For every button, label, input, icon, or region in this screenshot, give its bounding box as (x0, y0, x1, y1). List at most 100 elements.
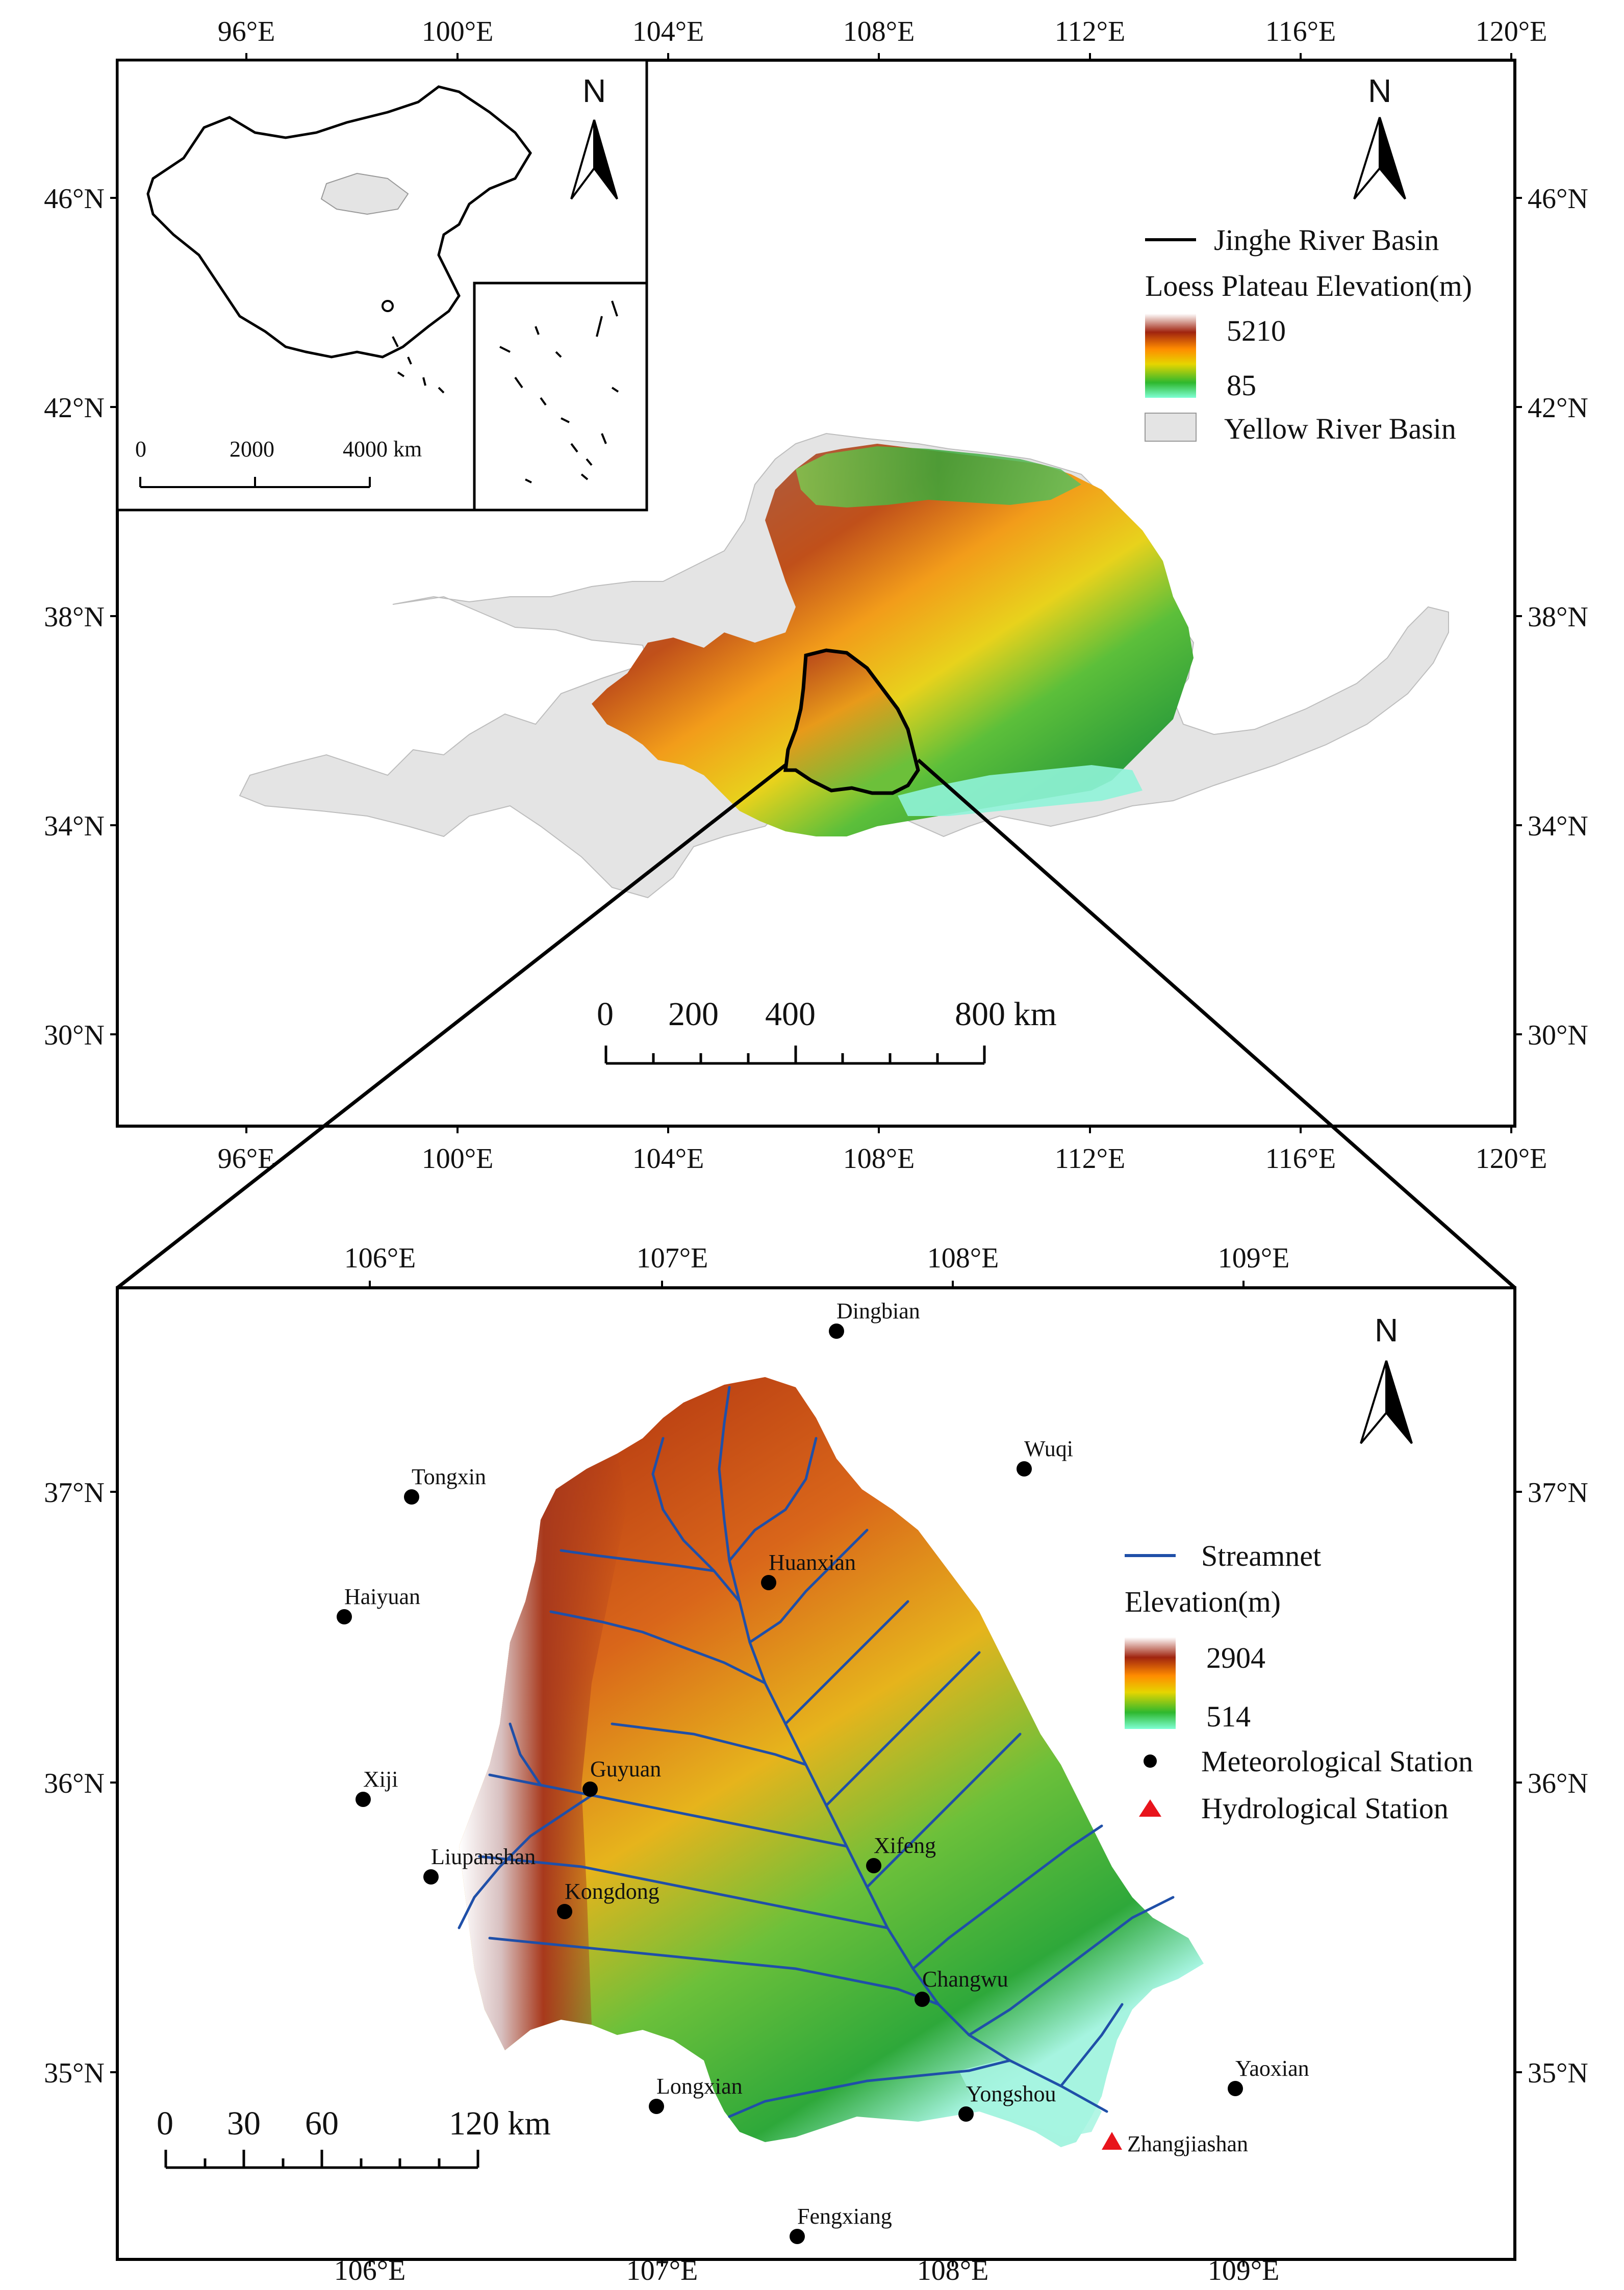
bottom-lon-107-bottom: 107°E (626, 2255, 698, 2286)
china-inset-map: 0 2000 4000 km N (116, 59, 648, 512)
station-marker (337, 1609, 352, 1624)
top-lon-116-bottom: 116°E (1265, 1143, 1336, 1175)
top-legend: Jinghe River Basin Loess Plateau Elevati… (1145, 223, 1472, 445)
legend-elevation-ramp-bottom (1125, 1637, 1176, 1729)
station-label: Liupanshan (431, 1844, 536, 1869)
top-scale-400: 400 (765, 996, 816, 1033)
legend-met-station-marker (1144, 1754, 1157, 1768)
top-map: 0 2000 4000 km N N Jinghe River Basin Lo… (44, 16, 1588, 1175)
top-lat-30-right: 30°N (1528, 1020, 1588, 1051)
top-lon-108-top: 108°E (843, 16, 915, 47)
top-lat-46-left: 46°N (44, 183, 105, 215)
top-lon-116-top: 116°E (1265, 16, 1336, 47)
top-lon-96-bottom: 96°E (218, 1143, 275, 1175)
top-lon-108-bottom: 108°E (843, 1143, 915, 1175)
station-marker (915, 1992, 930, 2007)
legend-elevation-ramp (1145, 314, 1196, 398)
top-scale-0: 0 (597, 996, 614, 1033)
top-lat-38-right: 38°N (1528, 601, 1588, 633)
bottom-lon-106-bottom: 106°E (334, 2255, 406, 2286)
bottom-scale-120: 120 km (449, 2105, 551, 2142)
legend-met-station: Meteorological Station (1201, 1745, 1473, 1778)
top-lon-100-bottom: 100°E (422, 1143, 494, 1175)
top-lon-120-top: 120°E (1476, 16, 1547, 47)
north-arrow-icon (1353, 117, 1406, 200)
top-lon-112-bottom: 112°E (1055, 1143, 1126, 1175)
bottom-lat-35-right: 35°N (1528, 2057, 1588, 2089)
bottom-map: Dingbian Wuqi Tongxin Huanxian Haiyuan X… (44, 1242, 1588, 2286)
inset-scale-2000: 2000 (230, 437, 274, 462)
top-scale-bar (604, 1046, 986, 1065)
yellow-river-basin-inset (320, 172, 409, 215)
station-marker (404, 1489, 419, 1505)
stream-network (458, 1386, 1175, 2118)
bottom-lon-108-bottom: 108°E (917, 2255, 989, 2286)
zoom-connector-lines (116, 758, 1516, 1289)
legend-yellow-river-swatch (1145, 413, 1197, 442)
jinghe-basin-lowlands (959, 2060, 1102, 2137)
inset-north-arrow-icon (570, 119, 618, 200)
station-label: Haiyuan (344, 1584, 420, 1609)
station-marker (958, 2106, 974, 2122)
top-lat-42-right: 42°N (1528, 392, 1588, 424)
hydro-station-marker (1102, 2132, 1122, 2150)
station-label: Wuqi (1024, 1436, 1073, 1461)
legend-yellow-river: Yellow River Basin (1224, 412, 1456, 445)
station-marker (1228, 2081, 1243, 2096)
top-scale-800: 800 km (955, 996, 1057, 1033)
station-label: Yaoxian (1235, 2056, 1309, 2081)
top-lat-38-left: 38°N (44, 601, 105, 633)
station-marker (649, 2099, 664, 2114)
station-marker (557, 1904, 572, 1919)
legend-elev-high: 5210 (1227, 314, 1286, 347)
bottom-scale-30: 30 (227, 2105, 261, 2142)
legend-streamnet: Streamnet (1201, 1539, 1321, 1572)
station-marker (866, 1858, 881, 1873)
bottom-lon-109-bottom: 109°E (1208, 2255, 1280, 2286)
station-label: Kongdong (565, 1879, 659, 1904)
station-marker (790, 2229, 805, 2244)
bottom-scale-0: 0 (157, 2105, 173, 2142)
inset-north-label: N (582, 72, 606, 109)
bottom-lat-37-right: 37°N (1528, 1477, 1588, 1509)
inset-scale-4000: 4000 km (343, 437, 422, 462)
bottom-scale-60: 60 (305, 2105, 339, 2142)
bottom-lon-106-top: 106°E (344, 1242, 416, 1274)
station-label: Guyuan (590, 1757, 661, 1782)
bottom-north-arrow-icon (1360, 1360, 1413, 1444)
plateau-southeast-plains (898, 765, 1143, 816)
station-label: Dingbian (836, 1299, 920, 1324)
legend-elevation-title: Loess Plateau Elevation(m) (1145, 269, 1472, 302)
bottom-scale-bar (164, 2150, 479, 2169)
inset-scale-0: 0 (135, 437, 146, 462)
loess-plateau-elevation (592, 444, 1194, 836)
bottom-north-label: N (1375, 1312, 1398, 1348)
bottom-lon-109-top: 109°E (1218, 1242, 1290, 1274)
station-label: Longxian (656, 2074, 743, 2099)
bottom-lat-35-left: 35°N (44, 2057, 105, 2089)
top-lon-104-top: 104°E (632, 16, 704, 47)
top-lat-42-left: 42°N (44, 392, 105, 424)
south-china-sea-islands (392, 336, 445, 394)
legend-jinghe-basin: Jinghe River Basin (1214, 223, 1439, 257)
station-label: Xifeng (874, 1833, 936, 1858)
top-lat-30-left: 30°N (44, 1020, 105, 1051)
top-scale-200: 200 (668, 996, 719, 1033)
jinghe-basin-west-highlands (459, 1454, 627, 2050)
station-label: Xiji (363, 1767, 398, 1792)
top-frame-ticks (110, 53, 1522, 1133)
bottom-lat-36-left: 36°N (44, 1768, 105, 1799)
station-label: Yongshou (966, 2081, 1056, 2106)
bottom-frame-ticks (110, 1281, 1522, 2267)
top-lat-34-left: 34°N (44, 810, 105, 842)
top-lon-104-bottom: 104°E (632, 1143, 704, 1175)
hydro-station-label: Zhangjiashan (1127, 2131, 1248, 2156)
station-label: Tongxin (412, 1464, 486, 1489)
station-label: Huanxian (769, 1550, 856, 1575)
bottom-legend: Streamnet Elevation(m) 2904 514 Meteorol… (1125, 1539, 1473, 1825)
top-lon-100-top: 100°E (422, 16, 494, 47)
met-stations: Dingbian Wuqi Tongxin Huanxian Haiyuan X… (337, 1299, 1309, 2244)
top-north-label: N (1368, 72, 1391, 109)
jinghe-basin-top (783, 648, 920, 795)
